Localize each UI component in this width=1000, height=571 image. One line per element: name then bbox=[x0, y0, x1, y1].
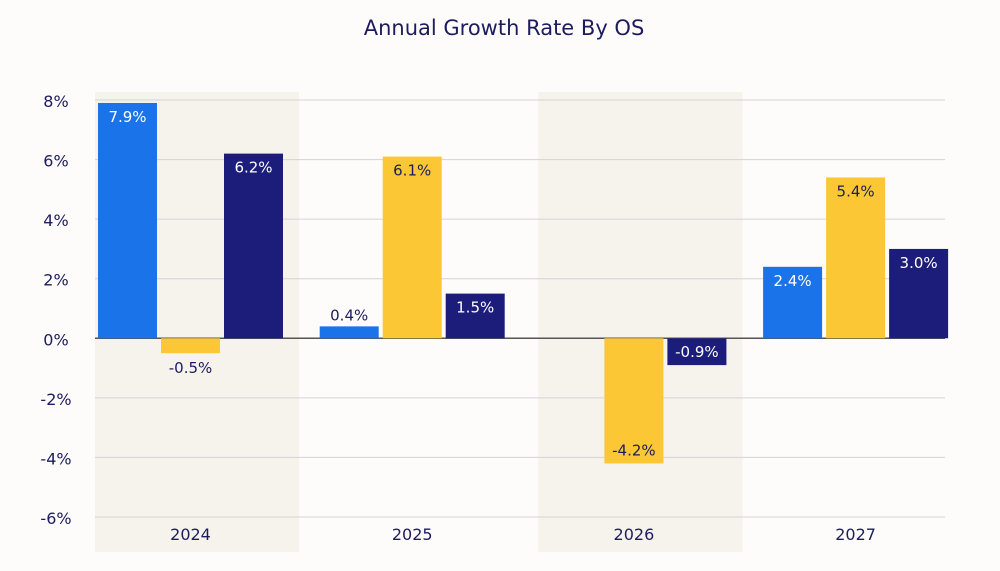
chart-title: Annual Growth Rate By OS bbox=[364, 16, 645, 40]
y-tick-label: 6% bbox=[43, 152, 68, 171]
bar-2026 bbox=[604, 338, 664, 464]
data-label: 5.4% bbox=[837, 182, 875, 200]
data-label: -0.5% bbox=[169, 359, 213, 377]
y-tick-label: -6% bbox=[40, 509, 71, 528]
bar-2026 bbox=[667, 338, 727, 366]
data-label: 6.2% bbox=[234, 159, 272, 177]
category-shade bbox=[538, 92, 743, 552]
data-label: 2.4% bbox=[774, 272, 812, 290]
data-label: 6.1% bbox=[393, 162, 431, 180]
bar-2024 bbox=[161, 338, 220, 354]
y-tick-label: -2% bbox=[40, 390, 71, 409]
data-label: -4.2% bbox=[612, 441, 656, 459]
data-label: 3.0% bbox=[900, 254, 938, 272]
x-tick-label: 2024 bbox=[170, 525, 211, 544]
data-label: 0.4% bbox=[330, 306, 368, 324]
x-tick-label: 2025 bbox=[392, 525, 433, 544]
bar-2027 bbox=[889, 248, 949, 339]
x-tick-label: 2027 bbox=[835, 525, 876, 544]
y-tick-label: 2% bbox=[43, 271, 68, 290]
bar-2025 bbox=[445, 293, 505, 339]
data-label: -0.9% bbox=[675, 343, 719, 361]
data-label: 1.5% bbox=[456, 299, 494, 317]
bar-2025 bbox=[319, 326, 379, 339]
x-tick-label: 2026 bbox=[614, 525, 655, 544]
y-tick-label: 4% bbox=[43, 211, 68, 230]
bar-2025 bbox=[382, 156, 442, 339]
y-tick-label: 8% bbox=[43, 92, 68, 111]
y-tick-label: -4% bbox=[40, 449, 71, 468]
bar-2024 bbox=[98, 102, 157, 339]
data-label: 7.9% bbox=[108, 108, 146, 126]
bar-2027 bbox=[826, 177, 886, 339]
bar-2027 bbox=[763, 266, 823, 339]
bar-2024 bbox=[224, 153, 283, 339]
y-tick-label: 0% bbox=[43, 330, 68, 349]
